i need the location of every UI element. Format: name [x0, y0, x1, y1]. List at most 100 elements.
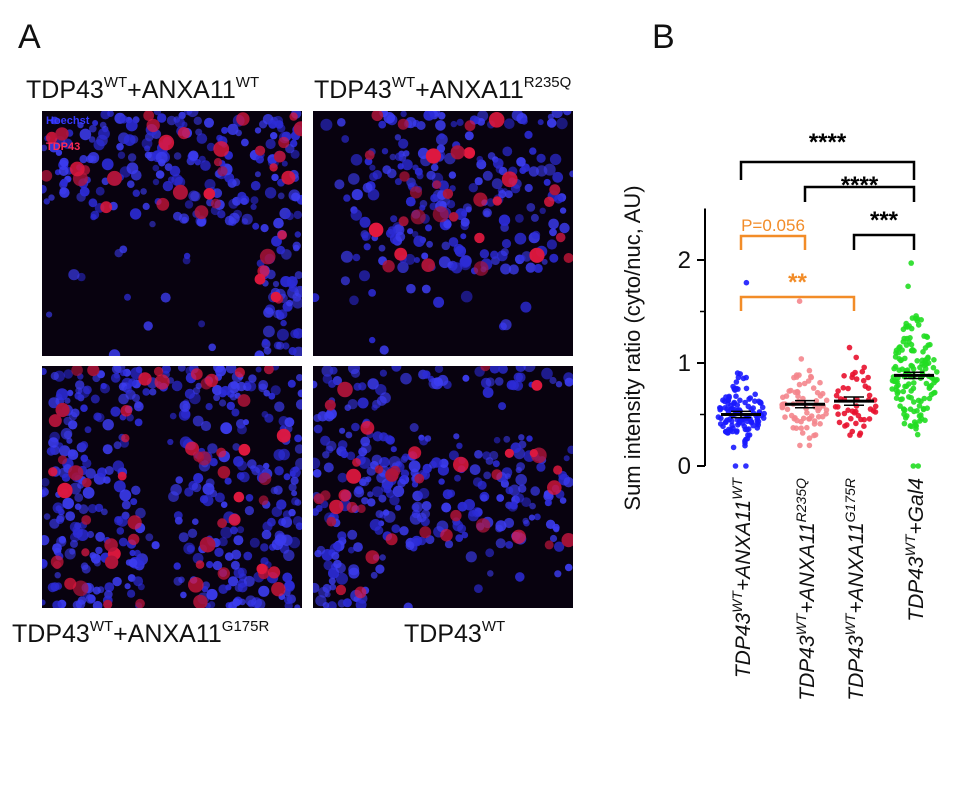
- nucleus-blue-216: [193, 116, 202, 125]
- nucleus-blue-274: [376, 395, 387, 406]
- point-g1-1: [797, 442, 803, 449]
- nucleus-blue-213: [416, 172, 424, 180]
- nucleus-blue-342: [128, 558, 138, 568]
- nucleus-red-8: [563, 253, 573, 263]
- nucleus-red-17: [185, 441, 200, 456]
- nucleus-blue-273: [545, 499, 553, 507]
- nucleus-blue-219: [476, 155, 484, 163]
- nucleus-red-20: [337, 381, 353, 398]
- nucleus-blue-326: [553, 541, 565, 552]
- point-g2-12: [849, 428, 856, 435]
- nucleus-blue-28: [352, 253, 361, 262]
- nucleus-blue-208: [555, 381, 563, 388]
- nucleus-blue-399: [168, 491, 179, 502]
- nucleus-blue-185: [503, 517, 515, 529]
- nucleus-blue-64: [536, 153, 546, 163]
- nucleus-red-29: [432, 206, 449, 223]
- nucleus-blue-243: [448, 237, 459, 247]
- nucleus-blue-242: [515, 366, 526, 372]
- point-g3-142: [899, 347, 905, 353]
- point-g3-114: [927, 341, 933, 348]
- nucleus-blue-59: [126, 162, 139, 175]
- point-g2-25: [835, 411, 841, 418]
- point-g1-54: [796, 381, 803, 388]
- nucleus-red-32: [64, 577, 77, 590]
- nucleus-blue-187: [61, 473, 71, 482]
- point-g0-1: [732, 463, 739, 469]
- x-label-2-part-2: +ANXA11: [845, 522, 868, 613]
- point-g2-36: [853, 420, 859, 427]
- point-g0-84: [734, 370, 741, 376]
- nucleus-blue-124: [64, 397, 71, 404]
- nucleus-blue-314: [93, 412, 102, 421]
- nucleus-blue-232: [480, 494, 488, 502]
- nucleus-red-20: [278, 136, 290, 149]
- point-g2-3: [845, 407, 851, 414]
- x-label-0: TDP43WT+ANXA11WT: [729, 477, 755, 679]
- point-g3-144: [901, 406, 907, 412]
- nucleus-blue-149: [59, 157, 69, 167]
- nucleus-blue-207: [224, 477, 232, 485]
- nucleus-blue-206: [42, 488, 49, 496]
- nucleus-blue-105: [368, 289, 376, 297]
- nucleus-blue-212: [528, 514, 535, 521]
- nucleus-blue-187: [515, 572, 525, 582]
- nucleus-blue-193: [350, 154, 363, 166]
- nucleus-blue-216: [554, 194, 564, 204]
- nucleus-blue-403: [68, 449, 76, 457]
- nucleus-blue-235: [460, 233, 467, 240]
- nucleus-blue-97: [468, 183, 478, 193]
- nucleus-red-24: [442, 188, 454, 199]
- nucleus-blue-145: [313, 380, 318, 389]
- nucleus-red-37: [55, 402, 70, 418]
- nucleus-blue-14: [390, 446, 397, 453]
- point-g0-118: [733, 429, 740, 435]
- nucleus-blue-231: [173, 211, 182, 221]
- nucleus-blue-233: [413, 235, 425, 247]
- micrograph-anxa11-wt: Hoechst TDP43: [42, 111, 302, 356]
- nucleus-blue-71: [208, 343, 216, 352]
- nucleus-blue-279: [337, 531, 347, 541]
- nucleus-blue-200: [112, 576, 122, 587]
- nucleus-red-13: [492, 196, 502, 206]
- nucleus-blue-117: [460, 290, 473, 303]
- nucleus-blue-348: [81, 564, 91, 574]
- nucleus-blue-92: [369, 164, 376, 171]
- nucleus-red-28: [360, 421, 375, 435]
- nucleus-blue-236: [437, 112, 446, 120]
- nucleus-blue-169: [496, 494, 505, 502]
- nucleus-blue-274: [89, 552, 97, 559]
- nucleus-blue-394: [83, 385, 92, 395]
- nucleus-red-7: [561, 533, 573, 548]
- nucleus-blue-359: [233, 456, 244, 467]
- nucleus-blue-330: [128, 378, 137, 387]
- nucleus-blue-196: [190, 191, 201, 202]
- point-g3-0: [908, 260, 914, 266]
- nucleus-blue-80: [152, 178, 160, 186]
- nucleus-blue-240: [283, 549, 295, 561]
- nucleus-blue-293: [247, 459, 257, 469]
- nucleus-red-3: [100, 201, 113, 214]
- nucleus-blue-21: [327, 601, 337, 608]
- nucleus-red-41: [104, 538, 118, 552]
- nucleus-blue-92: [79, 128, 92, 141]
- nucleus-blue-23: [482, 387, 494, 398]
- nucleus-blue-1: [348, 173, 360, 185]
- nucleus-blue-290: [348, 564, 360, 576]
- nucleus-blue-167: [549, 228, 557, 237]
- point-g3-87: [912, 421, 919, 428]
- nucleus-blue-137: [149, 220, 156, 228]
- nucleus-blue-320: [401, 453, 410, 461]
- nucleus-blue-41: [313, 508, 319, 516]
- nucleus-red-26: [128, 533, 140, 546]
- nucleus-blue-313: [260, 557, 269, 566]
- x-label-3: TDP43WT+Gal4: [902, 478, 928, 622]
- nucleus-red-9: [555, 232, 566, 243]
- nucleus-blue-194: [313, 457, 321, 469]
- nucleus-red-45: [153, 366, 164, 377]
- point-g3-89: [908, 423, 915, 430]
- nucleus-blue-90: [541, 258, 548, 265]
- nucleus-red-2: [255, 145, 266, 156]
- nucleus-blue-309: [201, 586, 209, 593]
- nucleus-red-12: [547, 480, 562, 495]
